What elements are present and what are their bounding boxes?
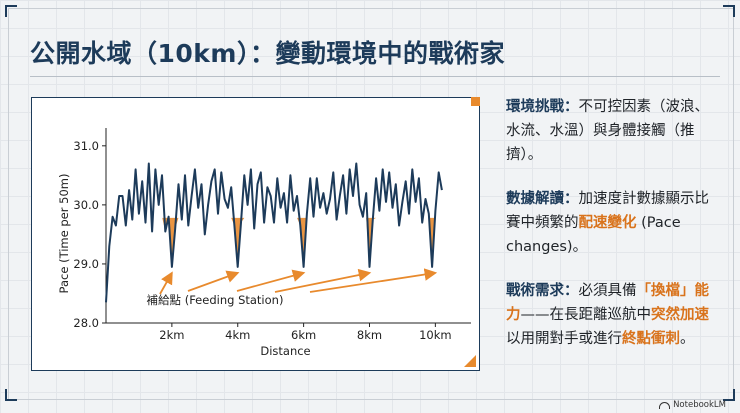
body-text: 加速度計數據顯示比賽中頻繁的 (506, 191, 709, 231)
y-tick-label: 29.0 (73, 257, 99, 271)
highlight-text: 配速變化 (578, 215, 637, 231)
feeding-station-highlight (162, 217, 182, 267)
info-block: 環境挑戰：不可控因素（波浪、水流、水溫）與身體接觸（推擠）。 (506, 95, 718, 167)
pace-chart: 28.0 29.0 30.0 31.0 2km 4km 6km 8km 10km Distance… (57, 128, 471, 358)
annotation-label: 補給點 (Feeding Station) (147, 293, 284, 307)
highlight-text: 突然加速 (651, 307, 709, 323)
y-tick-label: 28.0 (73, 316, 99, 330)
body-text: ——在長距離巡航中 (520, 307, 652, 323)
annotation-arrow (187, 270, 240, 292)
x-tick-label: 4km (225, 328, 250, 342)
chart-corner-accent (471, 97, 480, 106)
slide-frame (8, 8, 734, 400)
frame-corner (5, 389, 17, 401)
body-text: 以用開對手或進行 (506, 331, 622, 347)
info-block-label: 數據解讀： (506, 191, 579, 207)
info-block: 戰術需求：必須具備「換檔」能力——在長距離巡航中突然加速以用開對手或進行終點衝刺… (506, 279, 718, 351)
info-block-label: 環境挑戰： (506, 99, 579, 115)
annotation-arrow (236, 269, 306, 292)
body-text: 。 (680, 331, 695, 347)
feeding-station-highlight (228, 217, 248, 267)
annotation-arrow (159, 271, 173, 295)
x-tick-label: 8km (357, 328, 382, 342)
text-panel: 環境挑戰：不可控因素（波浪、水流、水溫）與身體接觸（推擠）。 數據解讀：加速度計數… (506, 95, 718, 371)
body-text: (Pace changes)。 (506, 215, 681, 255)
body-text: 不可控因素（波浪、水流、水溫）與身體接觸（推擠）。 (506, 99, 709, 163)
x-tick-label: 10km (419, 328, 452, 342)
body-text: 必須具備 (578, 283, 637, 299)
frame-corner (5, 5, 17, 17)
chart-panel: 28.0 29.0 30.0 31.0 2km 4km 6km 8km 10km Distance… (31, 97, 480, 371)
highlight-text: 「換檔」能力 (506, 283, 709, 323)
y-tick-label: 31.0 (73, 139, 99, 153)
chart-corner-accent (464, 355, 476, 367)
feeding-station-highlight (294, 217, 314, 267)
info-block: 數據解讀：加速度計數據顯示比賽中頻繁的配速變化 (Pace changes)。 (506, 187, 718, 259)
x-tick-label: 6km (291, 328, 316, 342)
x-axis-title: Distance (260, 344, 310, 358)
y-axis-title: Pace (Time per 50m) (57, 174, 71, 294)
page-title: 公開水域（10km）：變動環境中的戰術家 (30, 39, 505, 68)
pace-series-line (105, 162, 443, 303)
feeding-station-highlight (359, 217, 380, 267)
info-block-label: 戰術需求： (506, 283, 579, 299)
brand-badge: NotebookLM (659, 400, 726, 410)
notebook-icon (659, 401, 671, 409)
y-tick-label: 30.0 (73, 198, 99, 212)
frame-corner (723, 389, 735, 401)
brand-label: NotebookLM (673, 400, 726, 410)
annotation-arrow (274, 268, 372, 293)
title-divider (30, 76, 720, 77)
highlight-text: 終點衝刺 (622, 331, 680, 347)
annotation-arrow (309, 268, 438, 293)
frame-corner (723, 5, 735, 17)
x-tick-label: 2km (159, 328, 184, 342)
